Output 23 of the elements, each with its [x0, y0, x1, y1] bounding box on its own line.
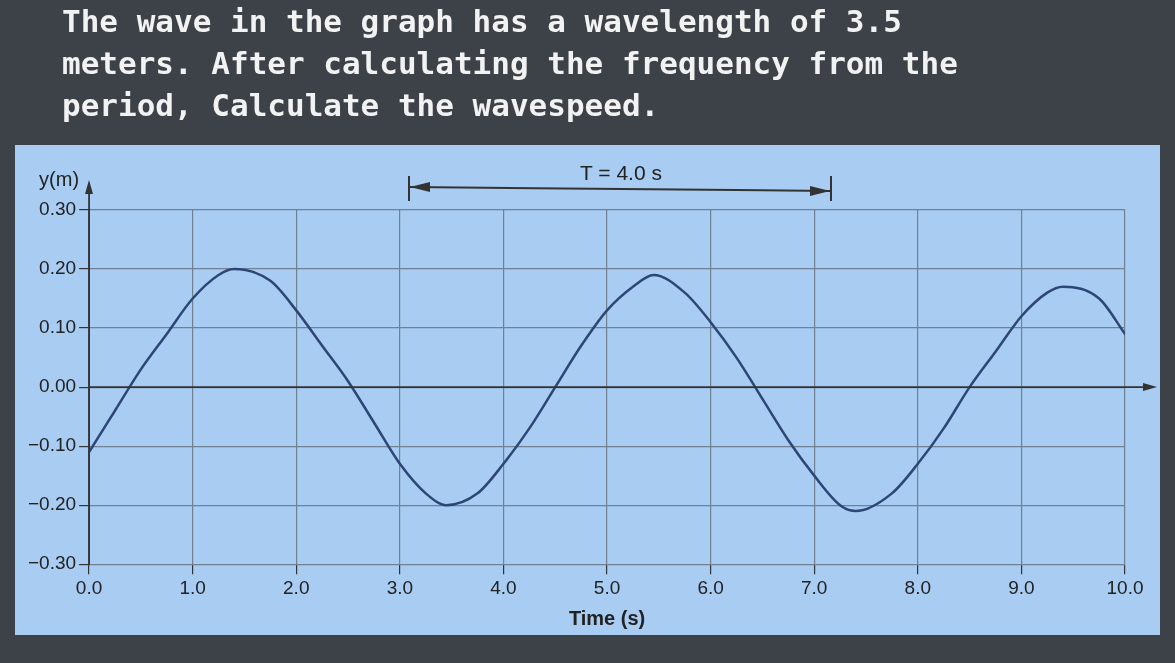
x-tick-label: 5.0 — [593, 576, 621, 598]
x-tick-label: 7.0 — [801, 576, 828, 598]
x-tick-label: 9.0 — [1008, 576, 1035, 598]
x-tick-label: 2.0 — [283, 576, 310, 598]
x-tick-label: 4.0 — [490, 576, 517, 598]
y-tick-label: −0.10 — [28, 434, 77, 456]
y-tick-label: 0.00 — [39, 375, 77, 397]
x-tick-label: 8.0 — [904, 576, 932, 598]
x-tick-label: 10.0 — [1106, 576, 1144, 598]
line-series — [89, 267, 1125, 513]
y-tick-label: 0.30 — [39, 198, 77, 220]
x-tick-label: 3.0 — [386, 576, 414, 598]
chart-title: The wave in the graph has a wavelength of 3.5 meters. After calculating the frequency from the period, Calculate the wavespeed. — [62, 2, 959, 125]
y-tick-label: −0.30 — [28, 552, 77, 574]
x-tick-label: 1.0 — [179, 576, 206, 598]
x-tick-label: 0.0 — [75, 576, 103, 598]
x-axis-title: Time (s) — [568, 606, 646, 629]
x-tick-label: 6.0 — [697, 576, 724, 598]
text: T = 4.0 s — [580, 161, 662, 185]
y-tick-label: 0.20 — [39, 257, 77, 279]
y-axis-title: y(m) — [39, 167, 80, 190]
y-tick-label: −0.20 — [28, 493, 77, 515]
y-tick-label: 0.10 — [39, 316, 77, 338]
